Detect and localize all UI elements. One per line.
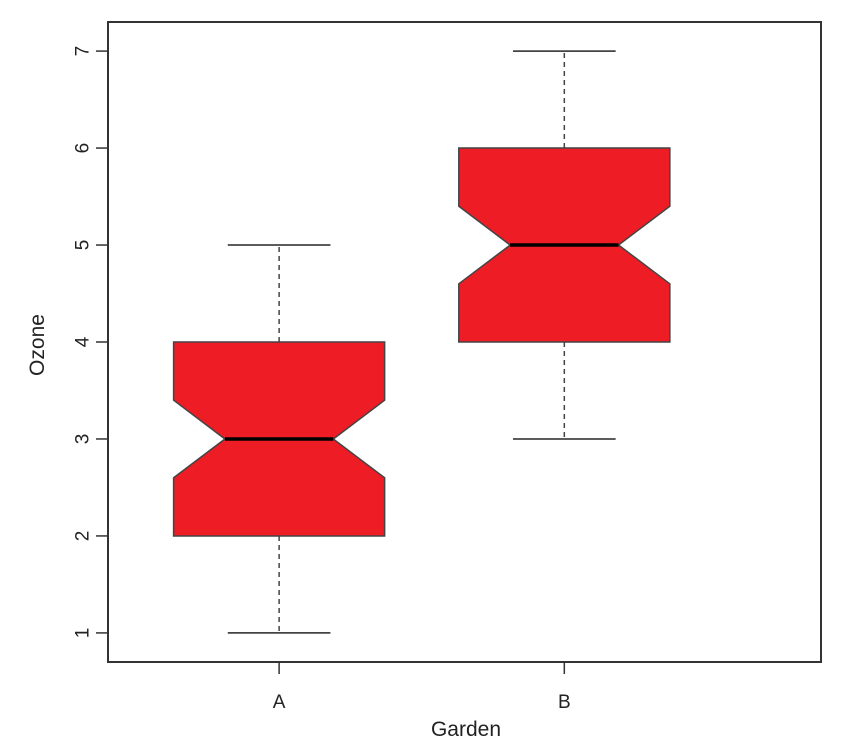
- y-axis: 1 2 3 4 5 6 7: [73, 46, 109, 639]
- y-tick-label: 6: [73, 143, 94, 154]
- x-axis-label: Garden: [431, 718, 501, 741]
- y-tick-label: 3: [73, 434, 94, 445]
- y-tick-label: 1: [73, 628, 94, 639]
- x-tick-label: A: [273, 692, 286, 713]
- y-tick-label: 4: [73, 336, 94, 347]
- y-tick-label: 2: [73, 531, 94, 542]
- y-tick-label: 5: [73, 240, 94, 251]
- y-axis-label: Ozone: [26, 314, 49, 376]
- x-tick-label: B: [558, 692, 571, 713]
- boxes-layer: [172, 50, 671, 634]
- y-tick-label: 7: [73, 46, 94, 57]
- box-a: [172, 244, 386, 634]
- box-b: [458, 50, 671, 440]
